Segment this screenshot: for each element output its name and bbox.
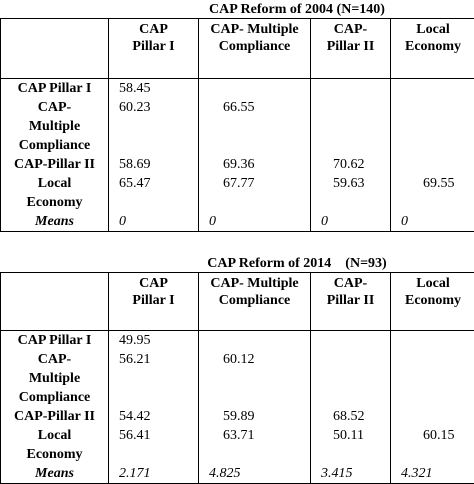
row-label: CAP-Pillar II bbox=[1, 407, 109, 426]
table-cell: 0 bbox=[109, 212, 199, 232]
table-cell: 0 bbox=[311, 212, 391, 232]
table-cell: 58.69 bbox=[109, 155, 199, 174]
table-cell bbox=[311, 331, 391, 351]
table-cell: 59.89 bbox=[199, 407, 311, 426]
table-cell bbox=[311, 350, 391, 407]
row-label: Local Economy bbox=[1, 174, 109, 212]
column-header: Local Economy bbox=[391, 273, 474, 331]
table-cell: 50.11 bbox=[311, 426, 391, 464]
row-label: Local Economy bbox=[1, 426, 109, 464]
table-cell: 67.77 bbox=[199, 174, 311, 212]
column-header: CAP- Pillar II bbox=[311, 19, 391, 79]
table-cell: 63.71 bbox=[199, 426, 311, 464]
column-header: Local Economy bbox=[391, 19, 474, 79]
column-header: CAP- Pillar II bbox=[311, 273, 391, 331]
table-2014: CAP Pillar I CAP- Multiple Compliance CA… bbox=[0, 272, 474, 484]
table-cell: 56.41 bbox=[109, 426, 199, 464]
table-2004: CAP Pillar I CAP- Multiple Compliance CA… bbox=[0, 18, 474, 232]
table-cell bbox=[311, 79, 391, 99]
table-cell: 0 bbox=[391, 212, 474, 232]
row-label-means: Means bbox=[1, 212, 109, 232]
table-cell: 66.55 bbox=[199, 98, 311, 155]
table-cell: 69.55 bbox=[391, 174, 474, 212]
table-cell: 56.21 bbox=[109, 350, 199, 407]
table-cell: 69.36 bbox=[199, 155, 311, 174]
row-label: CAP-Pillar II bbox=[1, 155, 109, 174]
column-header: CAP- Multiple Compliance bbox=[199, 19, 311, 79]
table-cell bbox=[311, 98, 391, 155]
table-title-2014: CAP Reform of 2014 (N=93) bbox=[0, 255, 474, 272]
table-cell: 59.63 bbox=[311, 174, 391, 212]
table-cell bbox=[391, 98, 474, 155]
row-label: CAP Pillar I bbox=[1, 79, 109, 99]
table-cell bbox=[391, 155, 474, 174]
table-cell: 68.52 bbox=[311, 407, 391, 426]
table-cell: 60.15 bbox=[391, 426, 474, 464]
column-header: CAP Pillar I bbox=[109, 273, 199, 331]
table-cell bbox=[199, 331, 311, 351]
table-title-2004: CAP Reform of 2004 (N=140) bbox=[0, 1, 474, 18]
table-cell bbox=[199, 79, 311, 99]
table-cell bbox=[391, 331, 474, 351]
table-cell: 49.95 bbox=[109, 331, 199, 351]
row-label: CAP- Multiple Compliance bbox=[1, 98, 109, 155]
column-header: CAP- Multiple Compliance bbox=[199, 273, 311, 331]
column-header: CAP Pillar I bbox=[109, 19, 199, 79]
table-cell: 58.45 bbox=[109, 79, 199, 99]
row-label: CAP- Multiple Compliance bbox=[1, 350, 109, 407]
row-label: CAP Pillar I bbox=[1, 331, 109, 351]
table-cell: 54.42 bbox=[109, 407, 199, 426]
table-cell: 60.12 bbox=[199, 350, 311, 407]
header-corner bbox=[1, 273, 109, 331]
header-corner bbox=[1, 19, 109, 79]
table-cell: 70.62 bbox=[311, 155, 391, 174]
table-cell bbox=[391, 350, 474, 407]
table-cell bbox=[391, 407, 474, 426]
table-cell: 0 bbox=[199, 212, 311, 232]
table-cell: 65.47 bbox=[109, 174, 199, 212]
table-cell: 60.23 bbox=[109, 98, 199, 155]
table-cell bbox=[391, 79, 474, 99]
